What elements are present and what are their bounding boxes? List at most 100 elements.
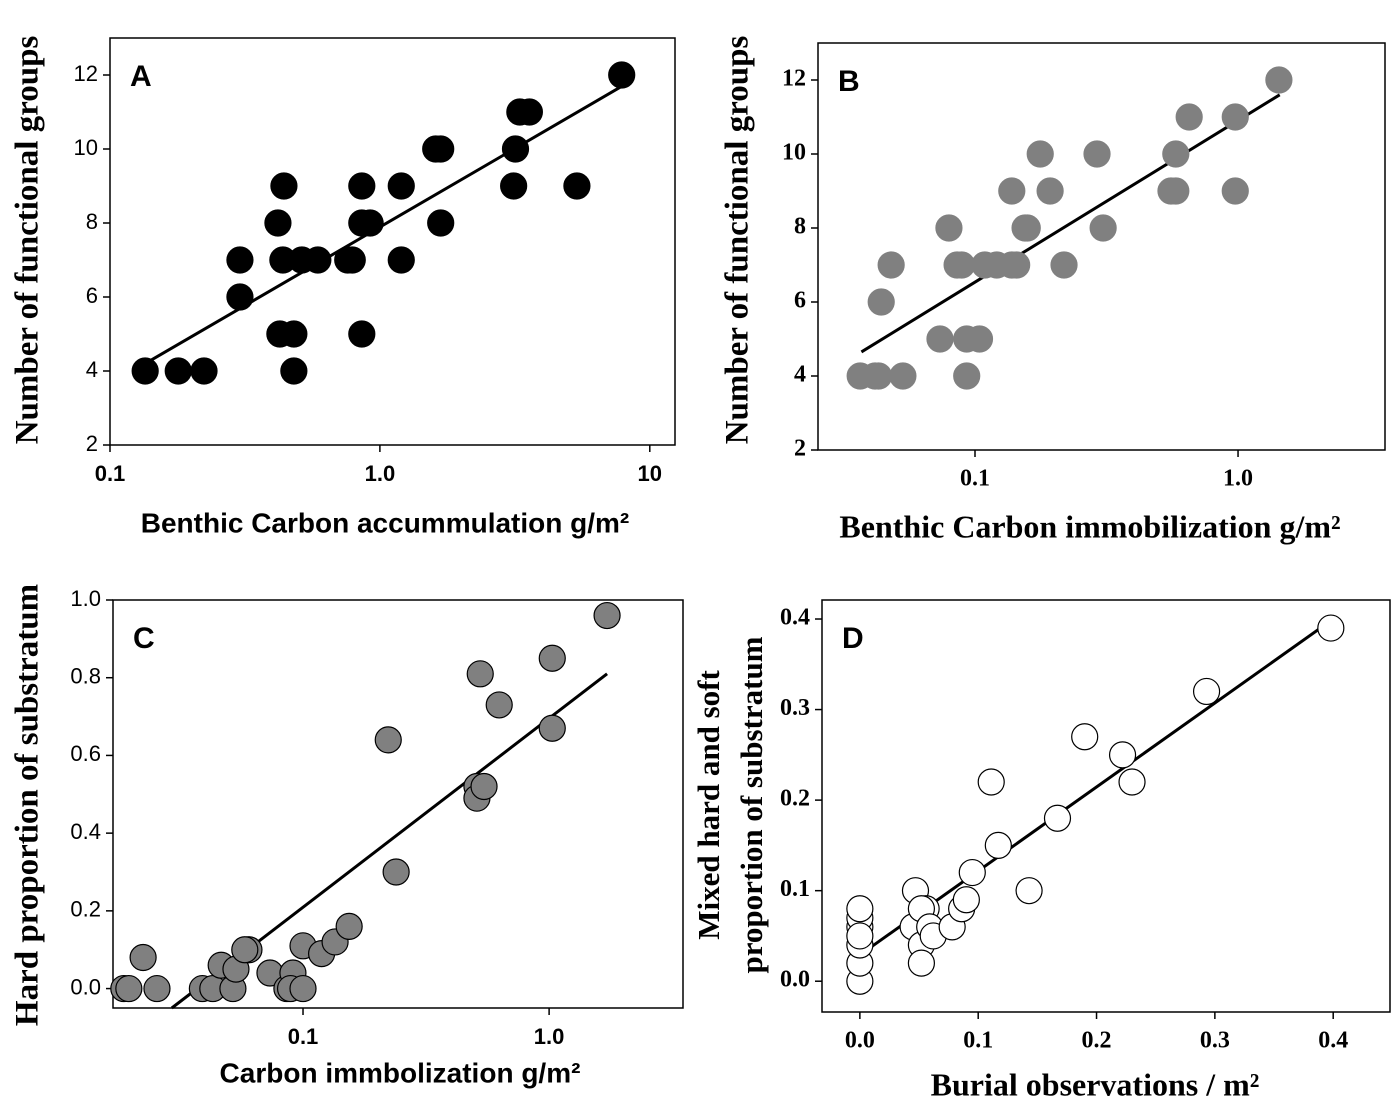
y-tick-label: 4 bbox=[794, 362, 806, 388]
point bbox=[338, 246, 366, 274]
point bbox=[1003, 251, 1031, 279]
point bbox=[877, 251, 905, 279]
point bbox=[889, 362, 917, 390]
point bbox=[1083, 140, 1111, 168]
x-tick-label: 0.1 bbox=[960, 466, 990, 492]
plot-frame bbox=[109, 37, 676, 446]
trend-line bbox=[860, 93, 1281, 354]
point bbox=[348, 172, 376, 200]
y-tick-label: 10 bbox=[782, 140, 806, 166]
point bbox=[1175, 103, 1203, 131]
panel-letter: C bbox=[133, 622, 155, 655]
point bbox=[280, 357, 308, 385]
x-tick-label: 0.0 bbox=[845, 1028, 875, 1054]
point bbox=[984, 831, 1012, 859]
point bbox=[470, 772, 498, 801]
point bbox=[864, 362, 893, 390]
panel: 0.1 1.0 2 4 6 8 10 12 B Benthic Carbon immobiliza… bbox=[720, 36, 1386, 544]
x-axis-label: Benthic Carbon accummulation g/m² bbox=[141, 507, 630, 538]
point bbox=[115, 974, 143, 1003]
point bbox=[953, 362, 981, 390]
point bbox=[1162, 140, 1190, 168]
y-axis-label: proportion of substratum bbox=[734, 636, 769, 973]
point bbox=[129, 943, 157, 972]
panel: 0.0 0.1 0.2 0.3 0.4 0.0 0.1 0.2 0.3 0.4 D Burial ob… bbox=[691, 599, 1391, 1102]
point bbox=[998, 177, 1026, 205]
panel: 0.1 1.0 0.0 0.2 0.4 0.6 0.8 1.0 C Carbon immboliz… bbox=[10, 584, 684, 1088]
x-axis-label: Benthic Carbon immobilization g/m² bbox=[839, 508, 1340, 544]
point bbox=[1317, 614, 1345, 642]
y-tick-label: 0.1 bbox=[780, 876, 810, 902]
x-tick-label: 0.4 bbox=[1318, 1028, 1348, 1054]
point bbox=[846, 895, 874, 923]
trend-line bbox=[858, 617, 1335, 957]
point bbox=[264, 209, 292, 237]
y-tick-label: 10 bbox=[74, 135, 98, 160]
x-axis-label: Burial observations / m² bbox=[931, 1066, 1260, 1102]
point bbox=[907, 949, 936, 977]
point bbox=[515, 98, 543, 126]
point bbox=[538, 714, 566, 742]
x-tick-label: 1.0 bbox=[1223, 466, 1253, 492]
panel-letter: A bbox=[130, 60, 152, 93]
point bbox=[1118, 768, 1146, 796]
point bbox=[1071, 723, 1099, 751]
point bbox=[387, 172, 415, 200]
point bbox=[485, 691, 513, 719]
x-tick-label: 0.1 bbox=[288, 1024, 319, 1049]
panel-letter: D bbox=[842, 622, 864, 655]
point bbox=[1162, 177, 1190, 205]
y-tick-label: 2 bbox=[86, 431, 98, 456]
x-tick-label: 0.1 bbox=[963, 1028, 993, 1054]
point bbox=[226, 246, 254, 274]
point bbox=[382, 858, 410, 886]
x-tick-label: 0.2 bbox=[1082, 1028, 1112, 1054]
point bbox=[226, 283, 254, 311]
point bbox=[948, 251, 976, 279]
y-tick-label: 0.4 bbox=[780, 605, 810, 631]
y-tick-label: 0.2 bbox=[70, 897, 101, 922]
x-tick-label: 0.1 bbox=[95, 461, 126, 486]
point bbox=[608, 61, 636, 89]
point bbox=[335, 912, 363, 941]
point bbox=[1221, 177, 1249, 205]
y-tick-label: 8 bbox=[794, 214, 806, 240]
point bbox=[965, 325, 994, 353]
point bbox=[387, 246, 415, 274]
point bbox=[348, 320, 376, 348]
point bbox=[867, 288, 895, 316]
plot-frame bbox=[817, 42, 1386, 451]
point bbox=[1265, 66, 1293, 94]
y-tick-label: 0.0 bbox=[70, 974, 101, 999]
point bbox=[563, 172, 591, 200]
panel-letter: B bbox=[838, 65, 860, 98]
x-tick-label: 1.0 bbox=[365, 461, 396, 486]
point bbox=[131, 357, 159, 385]
y-tick-label: 0.0 bbox=[780, 967, 810, 993]
y-tick-label: 1.0 bbox=[70, 586, 101, 611]
y-tick-label: 12 bbox=[74, 61, 98, 86]
y-axis-label: Number of functional groups bbox=[720, 36, 756, 445]
point bbox=[501, 135, 530, 163]
point bbox=[593, 601, 621, 630]
point bbox=[1221, 103, 1249, 131]
point bbox=[374, 726, 402, 754]
point bbox=[500, 172, 528, 200]
plot-frame bbox=[821, 599, 1391, 1013]
panel: 0.1 1.0 10 2 4 6 8 10 12 A Benthic Carbon accummul… bbox=[10, 36, 676, 538]
point bbox=[1089, 214, 1117, 242]
y-tick-label: 0.2 bbox=[780, 786, 810, 812]
point bbox=[1108, 741, 1137, 769]
point bbox=[289, 974, 317, 1003]
y-tick-label: 0.6 bbox=[70, 741, 101, 766]
point bbox=[1050, 251, 1078, 279]
x-axis-label: Carbon immbolization g/m² bbox=[220, 1057, 581, 1088]
point bbox=[270, 172, 298, 200]
point bbox=[1043, 804, 1072, 832]
point bbox=[846, 922, 874, 950]
point bbox=[280, 320, 308, 348]
x-tick-label: 1.0 bbox=[534, 1024, 565, 1049]
point bbox=[1013, 214, 1041, 242]
point bbox=[1192, 677, 1221, 706]
